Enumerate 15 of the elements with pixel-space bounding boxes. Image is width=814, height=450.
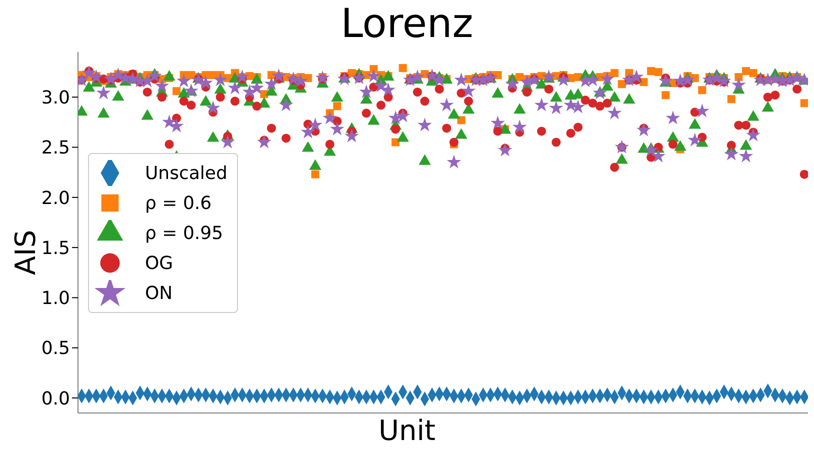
legend-label: Unscaled — [145, 162, 228, 184]
y-tick-label: 1.0 — [41, 288, 70, 310]
y-axis-title: AIS — [10, 229, 42, 275]
legend-label: ON — [145, 282, 173, 304]
legend-label: ρ = 0.6 — [145, 192, 212, 214]
y-tick-label: 0.5 — [41, 338, 70, 360]
x-axis-title: Unit — [378, 414, 436, 448]
y-tick-label: 2.0 — [41, 188, 70, 209]
y-tick-label: 1.5 — [41, 238, 70, 259]
y-tick-label: 2.5 — [41, 138, 70, 159]
chart-title: Lorenz — [340, 0, 474, 48]
legend-label: OG — [145, 252, 174, 274]
legend-label: ρ = 0.95 — [145, 222, 224, 244]
y-tick-label: 0.0 — [41, 388, 70, 410]
y-tick-label: 3.0 — [41, 88, 70, 109]
